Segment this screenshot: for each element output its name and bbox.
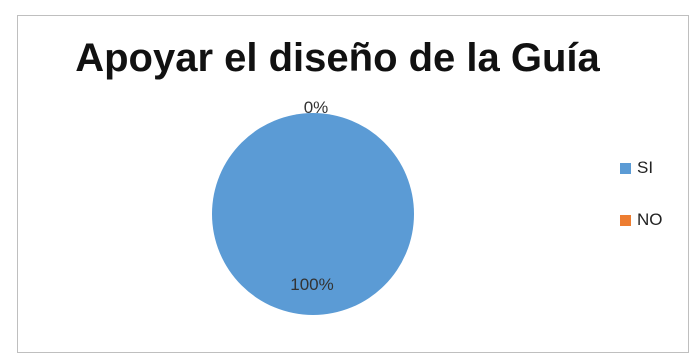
legend-swatch-si (620, 162, 631, 174)
chart-title: Apoyar el diseño de la Guía (75, 36, 600, 80)
legend-label-no: NO (637, 210, 663, 229)
legend-item-no: NO (620, 210, 663, 230)
pie-slices (212, 113, 414, 315)
pie-data-labels: 100% 0% (290, 98, 333, 294)
data-label-no: 0% (304, 98, 329, 117)
data-label-si: 100% (290, 275, 333, 294)
legend-swatch-no (620, 214, 631, 226)
legend: SI NO (620, 158, 663, 262)
pie-slice-si (212, 113, 414, 315)
legend-item-si: SI (620, 158, 663, 178)
legend-label-si: SI (637, 158, 654, 177)
